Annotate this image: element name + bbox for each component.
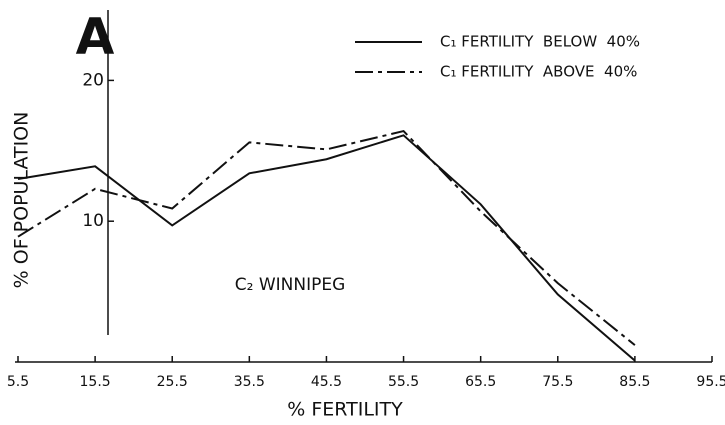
x-tick-label: 25.5 xyxy=(157,374,188,390)
x-tick-label: 55.5 xyxy=(388,374,419,390)
legend-label: C₁ FERTILITY BELOW 40% xyxy=(440,33,640,51)
y-tick-label: 20 xyxy=(82,70,104,90)
x-tick-label: 15.5 xyxy=(80,374,111,390)
x-tick-label: 5.5 xyxy=(7,374,29,390)
x-tick-label: 45.5 xyxy=(311,374,342,390)
x-tick-label: 35.5 xyxy=(234,374,265,390)
y-tick-label: 10 xyxy=(82,211,104,231)
data-line xyxy=(17,134,636,362)
x-tick-label: 85.5 xyxy=(619,374,650,390)
data-line xyxy=(17,129,636,346)
annotation: C₂ WINNIPEG xyxy=(235,275,346,295)
x-tick-label: 65.5 xyxy=(465,374,496,390)
x-axis-label: % FERTILITY xyxy=(287,399,403,421)
panel-label: A xyxy=(76,8,115,66)
x-tick-label: 95.5 xyxy=(696,374,725,390)
y-axis-label: % OF POPULATION xyxy=(11,112,33,289)
legend-label: C₁ FERTILITY ABOVE 40% xyxy=(440,63,637,81)
x-tick-label: 75.5 xyxy=(542,374,573,390)
